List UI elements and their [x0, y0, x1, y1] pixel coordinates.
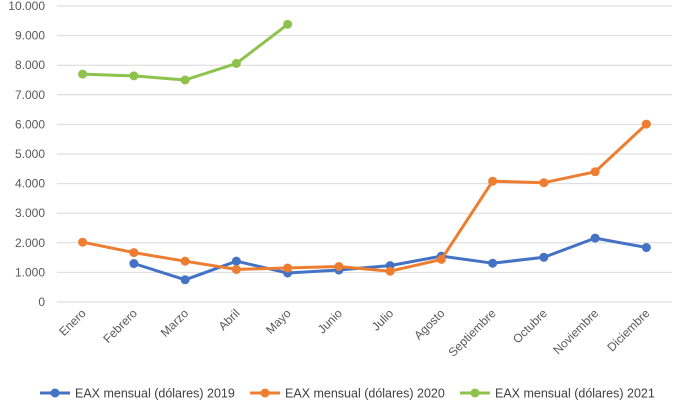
x-tick-label: Junio: [315, 306, 345, 336]
data-point: [641, 243, 651, 253]
data-point: [231, 264, 241, 274]
data-point: [283, 263, 293, 273]
legend: EAX mensual (dólares) 2019 EAX mensual (d…: [40, 387, 655, 401]
x-tick-label: Febrero: [100, 306, 140, 346]
x-tick-label: Marzo: [158, 306, 192, 340]
x-tick-label: Octubre: [510, 306, 550, 346]
data-point: [231, 256, 241, 266]
series-2: [78, 119, 651, 276]
legend-item: EAX mensual (dólares) 2020: [250, 387, 445, 401]
y-tick-label: 0: [38, 295, 45, 309]
data-point: [385, 266, 395, 276]
legend-item: EAX mensual (dólares) 2021: [460, 387, 655, 401]
legend-marker: [50, 388, 60, 398]
data-point: [78, 237, 88, 247]
x-tick-label: Diciembre: [604, 306, 652, 354]
grid-layer: [57, 5, 672, 303]
y-tick-label: 4.000: [15, 177, 45, 191]
data-point: [129, 248, 139, 258]
data-point: [590, 167, 600, 177]
legend-marker: [470, 388, 480, 398]
legend-label: EAX mensual (dólares) 2019: [75, 387, 235, 401]
series-3: [78, 19, 293, 85]
y-tick-label: 8.000: [15, 58, 45, 72]
data-point: [180, 75, 190, 85]
series-line: [81, 122, 648, 273]
y-tick-label: 2.000: [15, 236, 45, 250]
x-tick-label: Septiembre: [445, 306, 499, 360]
data-point: [231, 58, 241, 68]
x-tick-label: Abril: [216, 306, 243, 333]
y-tick-label: 5.000: [15, 147, 45, 161]
data-point: [129, 71, 139, 81]
data-point: [129, 259, 139, 269]
x-axis-ticks: Enero Febrero Marzo Abril Mayo Junio Julio Agos…: [56, 306, 653, 360]
data-point: [334, 261, 344, 271]
data-point: [283, 19, 293, 29]
y-tick-label: 9.000: [15, 29, 45, 43]
data-point: [539, 252, 549, 262]
data-point: [590, 233, 600, 243]
legend-marker: [260, 388, 270, 398]
y-tick-label: 6.000: [15, 117, 45, 131]
y-tick-label: 7.000: [15, 88, 45, 102]
data-point: [488, 258, 498, 268]
data-point: [488, 176, 498, 186]
series-layer: [78, 19, 651, 285]
series-1: [129, 233, 651, 285]
legend-label: EAX mensual (dólares) 2021: [495, 387, 655, 401]
data-point: [641, 119, 651, 129]
y-tick-label: 3.000: [15, 206, 45, 220]
y-tick-label: 1.000: [15, 265, 45, 279]
x-tick-label: Agosto: [411, 306, 448, 343]
data-point: [436, 254, 446, 264]
x-tick-label: Noviembre: [550, 306, 601, 357]
x-tick-label: Mayo: [263, 306, 294, 337]
legend-label: EAX mensual (dólares) 2020: [285, 387, 445, 401]
data-point: [180, 256, 190, 266]
data-point: [180, 275, 190, 285]
legend-item: EAX mensual (dólares) 2019: [40, 387, 235, 401]
x-tick-label: Enero: [56, 306, 89, 339]
series-line: [81, 22, 290, 82]
y-axis-ticks: 0 1.000 2.000 3.000 4.000 5.000 6.000 7.000 8.00…: [8, 0, 45, 309]
data-point: [78, 69, 88, 79]
y-tick-label: 10.000: [8, 0, 45, 13]
x-tick-label: Julio: [369, 306, 397, 334]
data-point: [539, 178, 549, 188]
